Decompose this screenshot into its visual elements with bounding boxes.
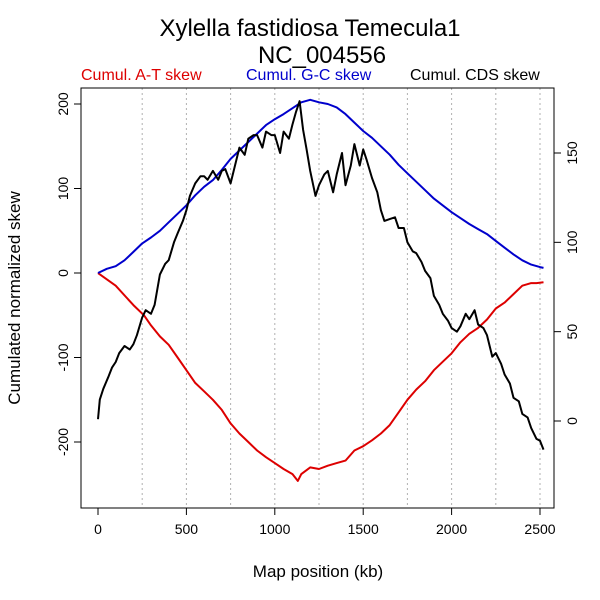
y-left-tick-label--100: -100 <box>55 343 71 371</box>
y-left-tick-label--200: -200 <box>55 428 71 456</box>
y-axis-left: 200 100 0 -100 -200 <box>55 92 81 456</box>
x-axis: 0 500 1000 1500 2000 2500 <box>94 507 556 537</box>
y-left-tick-label-100: 100 <box>55 177 71 201</box>
legend-at-skew: Cumul. A-T skew <box>81 67 202 84</box>
x-tick-label-2500: 2500 <box>524 521 555 537</box>
y-right-tick-label-150: 150 <box>564 141 580 165</box>
y-left-tick-label-0: 0 <box>55 269 71 277</box>
series-at-skew-line <box>97 272 544 482</box>
vertical-gridlines <box>141 88 541 508</box>
x-tick-label-0: 0 <box>94 521 102 537</box>
series-layer <box>97 98 545 482</box>
legend-cds-skew: Cumul. CDS skew <box>410 67 540 84</box>
x-tick-label-500: 500 <box>175 521 199 537</box>
x-tick-label-2000: 2000 <box>436 521 467 537</box>
y-right-tick-label-0: 0 <box>564 417 580 425</box>
legend-gc-skew: Cumul. G-C skew <box>246 67 372 84</box>
chart-title-line2: NC_004556 <box>258 42 386 69</box>
x-axis-label: Map position (kb) <box>253 562 383 581</box>
y-right-tick-label-50: 50 <box>564 324 580 340</box>
y-axis-right: 150 100 50 0 <box>554 141 580 425</box>
x-tick-label-1000: 1000 <box>259 521 290 537</box>
y-right-tick-label-100: 100 <box>564 230 580 254</box>
y-axis-label: Cumulated normalized skew <box>5 191 24 405</box>
x-tick-label-1500: 1500 <box>348 521 379 537</box>
plot-frame <box>80 87 555 509</box>
y-left-tick-label-200: 200 <box>55 92 71 116</box>
series-gc-skew-line <box>97 98 544 274</box>
chart-title-line1: Xylella fastidiosa Temecula1 <box>159 15 460 42</box>
series-cds-skew-line <box>97 100 545 450</box>
